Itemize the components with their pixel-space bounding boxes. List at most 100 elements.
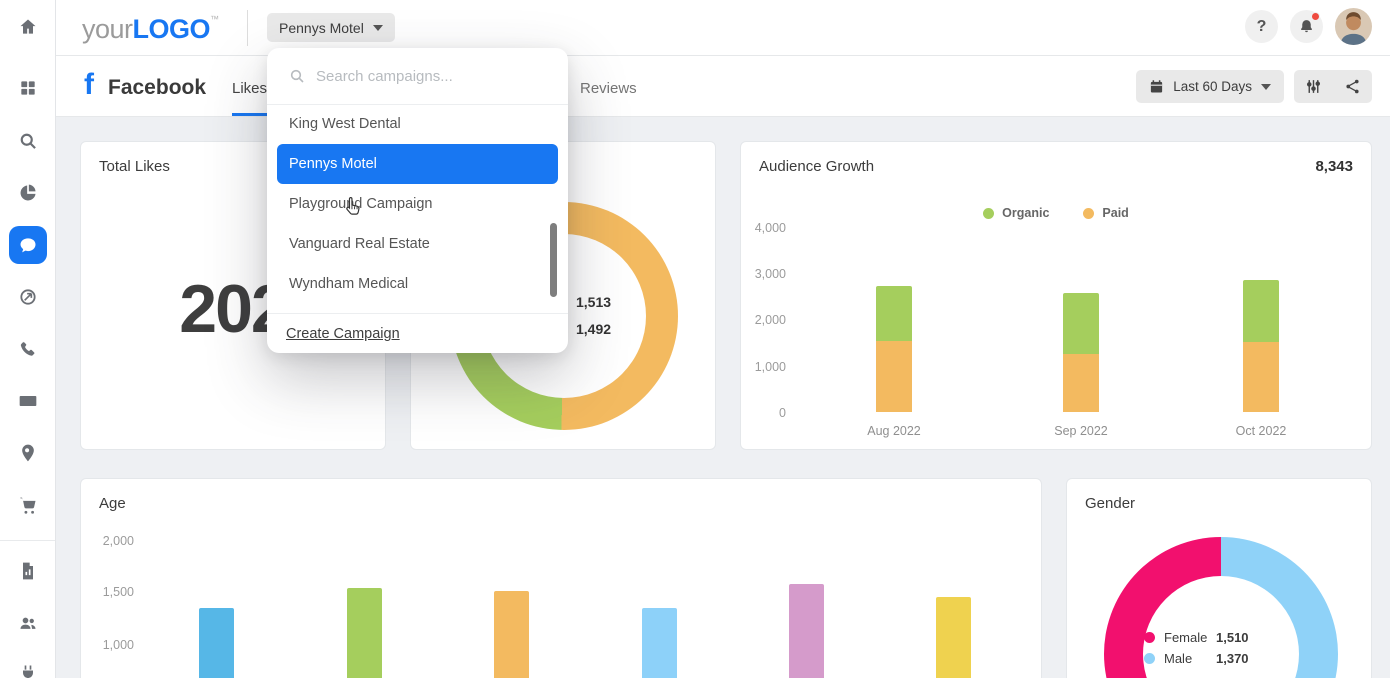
plug-icon[interactable] (0, 658, 56, 678)
notification-badge (1311, 12, 1320, 21)
legend-item-organic[interactable]: Organic (983, 206, 1049, 220)
share-button[interactable] (1333, 70, 1372, 103)
shopping-cart-icon[interactable] (0, 490, 56, 520)
bar-segment-paid[interactable] (1243, 342, 1279, 412)
date-range-label: Last 60 Days (1173, 79, 1252, 94)
campaign-option-selected[interactable]: Pennys Motel (277, 144, 558, 184)
contacts-icon[interactable] (0, 608, 56, 638)
legend-label: Female (1164, 630, 1208, 645)
organic-legend-dot (983, 207, 995, 219)
filter-sliders-button[interactable] (1294, 70, 1333, 103)
card-title: Total Likes (99, 158, 170, 175)
ads-icon[interactable] (0, 282, 56, 312)
age-bar[interactable] (198, 608, 234, 678)
male-legend-dot (1144, 653, 1155, 664)
chart-legend: Organic Paid (741, 206, 1371, 220)
header-divider (247, 10, 248, 46)
campaign-search-input[interactable] (316, 67, 516, 85)
app-logo: yourLOGO™ (82, 14, 219, 44)
legend-value: 1,510 (1216, 630, 1249, 645)
legend-label: Male (1164, 651, 1193, 666)
campaign-list: King West Dental Pennys Motel Playground… (267, 104, 568, 304)
facebook-icon: f (84, 68, 94, 101)
y-tick-label: 1,000 (102, 638, 134, 652)
campaign-selector-label: Pennys Motel (279, 19, 364, 36)
top-header: yourLOGO™ Pennys Motel ? (56, 0, 1390, 56)
search-icon (290, 69, 304, 83)
campaign-option[interactable]: Vanguard Real Estate (289, 236, 430, 252)
audience-growth-total: 8,343 (1315, 158, 1353, 175)
sliders-icon (1306, 80, 1321, 93)
help-icon: ? (1256, 17, 1267, 35)
y-tick-label: 1,000 (754, 360, 786, 374)
donut-value: 1,492 (576, 321, 612, 337)
avatar-image (1335, 8, 1372, 45)
campaign-option[interactable]: Playground Campaign (289, 196, 433, 212)
gender-legend: Female 1,510 Male 1,370 (1144, 630, 1249, 666)
chevron-down-icon (1261, 83, 1271, 90)
campaign-option[interactable]: King West Dental (289, 116, 401, 132)
y-tick-label: 4,000 (754, 221, 786, 235)
paid-legend-dot (1083, 207, 1095, 219)
bar-segment-organic[interactable] (1063, 293, 1099, 354)
toolbar-button-group (1294, 70, 1372, 103)
home-icon[interactable] (0, 12, 56, 42)
sidebar-divider (0, 540, 55, 541)
apps-grid-icon[interactable] (0, 73, 56, 103)
x-axis-label: Oct 2022 (1235, 424, 1287, 438)
legend-item-female: Female 1,510 (1144, 630, 1249, 645)
phone-icon[interactable] (0, 334, 56, 364)
tab-likes[interactable]: Likes (232, 80, 268, 116)
help-button[interactable]: ? (1245, 10, 1278, 43)
gender-card: Gender Female 1,510 Male 1,370 (1066, 478, 1372, 678)
age-bar[interactable] (788, 584, 824, 678)
sidebar-item-conversations[interactable] (9, 226, 47, 264)
card-title: Audience Growth (759, 158, 875, 175)
legend-label: Organic (1002, 206, 1050, 220)
bar-segment-paid[interactable] (876, 341, 912, 412)
age-bar[interactable] (935, 597, 971, 678)
legend-value: 1,370 (1216, 651, 1249, 666)
bar-segment-organic[interactable] (876, 286, 912, 341)
campaign-option[interactable]: Wyndham Medical (289, 276, 409, 292)
network-header: f Facebook Likes Reviews Last 60 Days (56, 56, 1390, 117)
bar-segment-paid[interactable] (1063, 354, 1099, 412)
y-tick-label: 2,000 (102, 534, 134, 548)
stacked-bar[interactable] (876, 286, 912, 412)
female-legend-dot (1144, 632, 1155, 643)
x-axis-label: Aug 2022 (867, 424, 921, 438)
y-tick-label: 2,000 (754, 313, 786, 327)
dropdown-scrollbar[interactable] (550, 223, 557, 297)
create-campaign-link[interactable]: Create Campaign (286, 326, 400, 342)
campaign-search-row (267, 48, 568, 105)
tab-reviews[interactable]: Reviews (580, 80, 637, 97)
age-bar[interactable] (493, 591, 529, 678)
age-bar[interactable] (641, 608, 677, 678)
stacked-bar[interactable] (1243, 280, 1279, 412)
age-card: Age 2,000 1,500 1,000 (80, 478, 1042, 678)
campaign-selector-button[interactable]: Pennys Motel (267, 13, 395, 42)
legend-item-paid[interactable]: Paid (1083, 206, 1129, 220)
user-avatar[interactable] (1335, 8, 1372, 45)
bell-icon (1301, 20, 1312, 33)
notifications-button[interactable] (1290, 10, 1323, 43)
card-title: Gender (1085, 495, 1136, 512)
likes-donut-values: 1,513 1,492 (576, 289, 611, 343)
donut-value: 1,513 (576, 294, 612, 310)
audience-growth-card: Audience Growth 8,343 Organic Paid 4,000… (740, 141, 1372, 450)
x-axis-label: Sep 2022 (1054, 424, 1108, 438)
report-icon[interactable] (0, 556, 56, 586)
stacked-bar[interactable] (1063, 293, 1099, 412)
pie-chart-icon[interactable] (0, 178, 56, 208)
search-icon[interactable] (0, 126, 56, 156)
y-tick-label: 1,500 (102, 585, 134, 599)
location-pin-icon[interactable] (0, 438, 56, 468)
bar-segment-organic[interactable] (1243, 280, 1279, 342)
email-icon[interactable] (0, 386, 56, 416)
network-title: Facebook (108, 76, 207, 99)
date-range-button[interactable]: Last 60 Days (1136, 70, 1284, 103)
share-icon (1346, 79, 1359, 94)
chevron-down-icon (372, 24, 383, 31)
age-bar[interactable] (346, 588, 382, 678)
legend-label: Paid (1102, 206, 1129, 220)
